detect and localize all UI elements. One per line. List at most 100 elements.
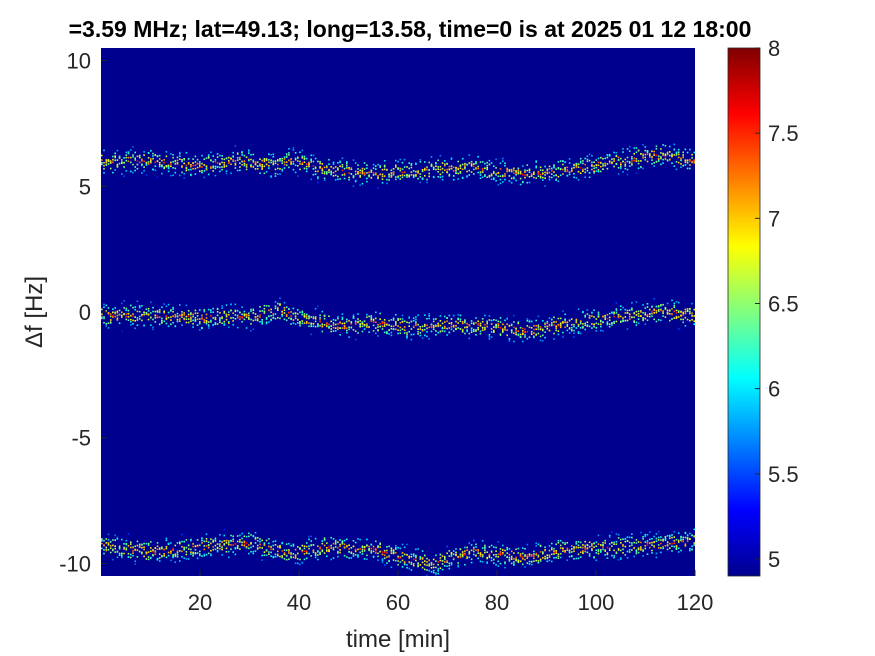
band-pixel bbox=[646, 533, 649, 536]
band-pixel bbox=[428, 175, 430, 178]
band-pixel bbox=[339, 551, 341, 554]
band-pixel bbox=[635, 542, 638, 544]
band-pixel bbox=[256, 161, 259, 164]
band-pixel bbox=[121, 556, 123, 559]
band-pixel bbox=[508, 180, 511, 182]
band-pixel bbox=[677, 301, 680, 304]
band-pixel bbox=[383, 321, 386, 324]
band-pixel bbox=[125, 313, 128, 315]
band-pixel bbox=[600, 319, 602, 322]
band-pixel bbox=[354, 549, 357, 552]
band-pixel bbox=[194, 309, 197, 312]
band-pixel bbox=[691, 534, 693, 537]
band-pixel bbox=[546, 328, 549, 330]
band-pixel bbox=[464, 319, 466, 321]
band-pixel bbox=[426, 324, 428, 326]
band-pixel bbox=[185, 551, 188, 553]
band-pixel bbox=[319, 324, 321, 327]
band-pixel bbox=[310, 333, 312, 336]
band-pixel bbox=[216, 165, 219, 168]
band-pixel bbox=[620, 157, 622, 160]
band-pixel bbox=[312, 154, 315, 157]
band-pixel bbox=[524, 548, 526, 550]
band-pixel bbox=[395, 178, 397, 181]
band-pixel bbox=[288, 166, 290, 169]
band-pixel bbox=[301, 322, 304, 325]
band-pixel bbox=[377, 545, 379, 547]
band-pixel bbox=[655, 154, 658, 157]
band-pixel bbox=[600, 161, 602, 164]
band-pixel bbox=[660, 163, 662, 166]
band-pixel bbox=[361, 549, 364, 551]
band-pixel bbox=[408, 567, 410, 570]
band-pixel bbox=[677, 156, 680, 159]
band-pixel bbox=[539, 173, 542, 176]
band-pixel bbox=[308, 165, 310, 168]
band-pixel bbox=[533, 557, 535, 560]
band-pixel bbox=[234, 310, 237, 313]
band-pixel bbox=[513, 561, 515, 563]
band-pixel bbox=[626, 557, 629, 559]
band-pixel bbox=[466, 549, 468, 551]
band-pixel bbox=[486, 551, 488, 553]
band-pixel bbox=[346, 320, 348, 323]
band-pixel bbox=[437, 322, 439, 325]
band-pixel bbox=[388, 179, 390, 181]
band-pixel bbox=[450, 158, 453, 160]
band-pixel bbox=[379, 173, 381, 175]
band-pixel bbox=[513, 169, 515, 172]
band-pixel bbox=[455, 548, 457, 550]
band-pixel bbox=[604, 314, 606, 317]
band-pixel bbox=[669, 310, 671, 312]
band-pixel bbox=[530, 333, 533, 336]
band-pixel bbox=[103, 149, 105, 152]
band-pixel bbox=[366, 554, 368, 557]
band-pixel bbox=[274, 301, 277, 303]
band-pixel bbox=[513, 552, 515, 554]
band-pixel bbox=[263, 158, 266, 160]
band-pixel bbox=[185, 553, 188, 556]
band-pixel bbox=[684, 310, 687, 313]
band-pixel bbox=[677, 541, 680, 543]
band-pixel bbox=[299, 160, 301, 163]
band-pixel bbox=[611, 545, 613, 547]
band-pixel bbox=[535, 328, 537, 330]
band-pixel bbox=[183, 318, 185, 321]
band-pixel bbox=[435, 325, 437, 328]
band-pixel bbox=[183, 172, 185, 175]
band-pixel bbox=[588, 159, 591, 162]
band-pixel bbox=[519, 336, 522, 339]
band-pixel bbox=[167, 170, 170, 173]
band-pixel bbox=[299, 558, 301, 561]
band-pixel bbox=[114, 315, 116, 318]
y-tick-label: -5 bbox=[71, 426, 91, 451]
band-pixel bbox=[544, 177, 546, 179]
band-pixel bbox=[350, 173, 353, 175]
band-pixel bbox=[136, 160, 139, 162]
band-pixel bbox=[497, 556, 500, 558]
band-pixel bbox=[343, 325, 346, 327]
band-pixel bbox=[174, 314, 177, 316]
band-pixel bbox=[136, 544, 139, 547]
band-pixel bbox=[201, 170, 203, 172]
band-pixel bbox=[337, 546, 339, 549]
band-pixel bbox=[608, 543, 611, 545]
band-pixel bbox=[566, 559, 569, 561]
band-pixel bbox=[334, 327, 337, 329]
band-pixel bbox=[602, 321, 604, 324]
band-pixel bbox=[174, 553, 177, 556]
band-pixel bbox=[486, 557, 488, 560]
band-pixel bbox=[497, 184, 500, 186]
band-pixel bbox=[555, 543, 557, 546]
band-pixel bbox=[214, 323, 217, 326]
band-pixel bbox=[415, 170, 417, 173]
band-pixel bbox=[651, 544, 653, 546]
band-pixel bbox=[181, 533, 183, 536]
band-pixel bbox=[366, 180, 368, 183]
band-pixel bbox=[544, 322, 546, 325]
band-pixel bbox=[526, 562, 529, 564]
band-pixel bbox=[103, 539, 105, 542]
band-pixel bbox=[401, 171, 404, 174]
band-pixel bbox=[397, 325, 399, 327]
band-pixel bbox=[181, 540, 183, 543]
